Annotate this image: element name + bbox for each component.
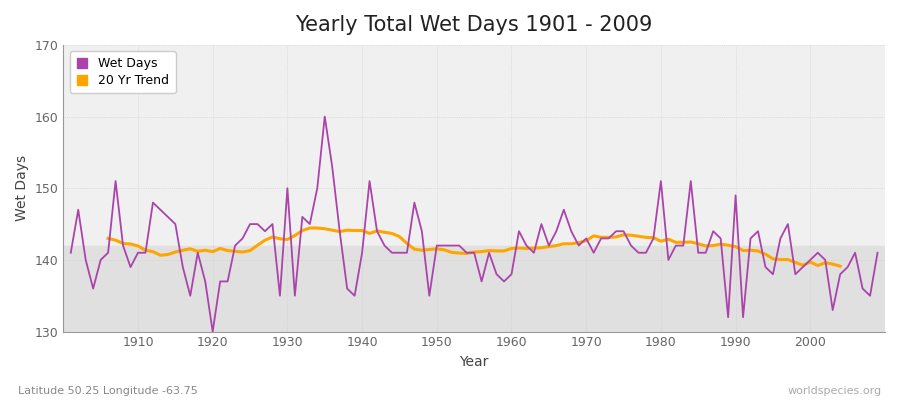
Line: Wet Days: Wet Days [71,116,878,332]
X-axis label: Year: Year [460,355,489,369]
Text: Latitude 50.25 Longitude -63.75: Latitude 50.25 Longitude -63.75 [18,386,198,396]
20 Yr Trend [499,248,509,253]
Bar [63,246,885,332]
Wet Days [611,229,622,234]
Wet Days [320,114,330,119]
Wet Days [521,243,532,248]
20 Yr Trend [334,229,345,234]
Wet Days [872,250,883,255]
Y-axis label: Wet Days: Wet Days [15,155,29,221]
Text: worldspecies.org: worldspecies.org [788,386,882,396]
20 Yr Trend [290,233,301,238]
Wet Days [297,214,308,219]
20 Yr Trend [125,242,136,246]
Wet Days [125,265,136,270]
Legend: Wet Days, 20 Yr Trend: Wet Days, 20 Yr Trend [69,51,176,93]
20 Yr Trend [506,246,517,251]
20 Yr Trend [596,235,607,240]
Wet Days [514,229,525,234]
Title: Yearly Total Wet Days 1901 - 2009: Yearly Total Wet Days 1901 - 2009 [295,15,652,35]
Wet Days [207,329,218,334]
Wet Days [66,250,77,255]
Line: 20 Yr Trend: 20 Yr Trend [108,228,841,266]
Wet Days [349,293,360,298]
